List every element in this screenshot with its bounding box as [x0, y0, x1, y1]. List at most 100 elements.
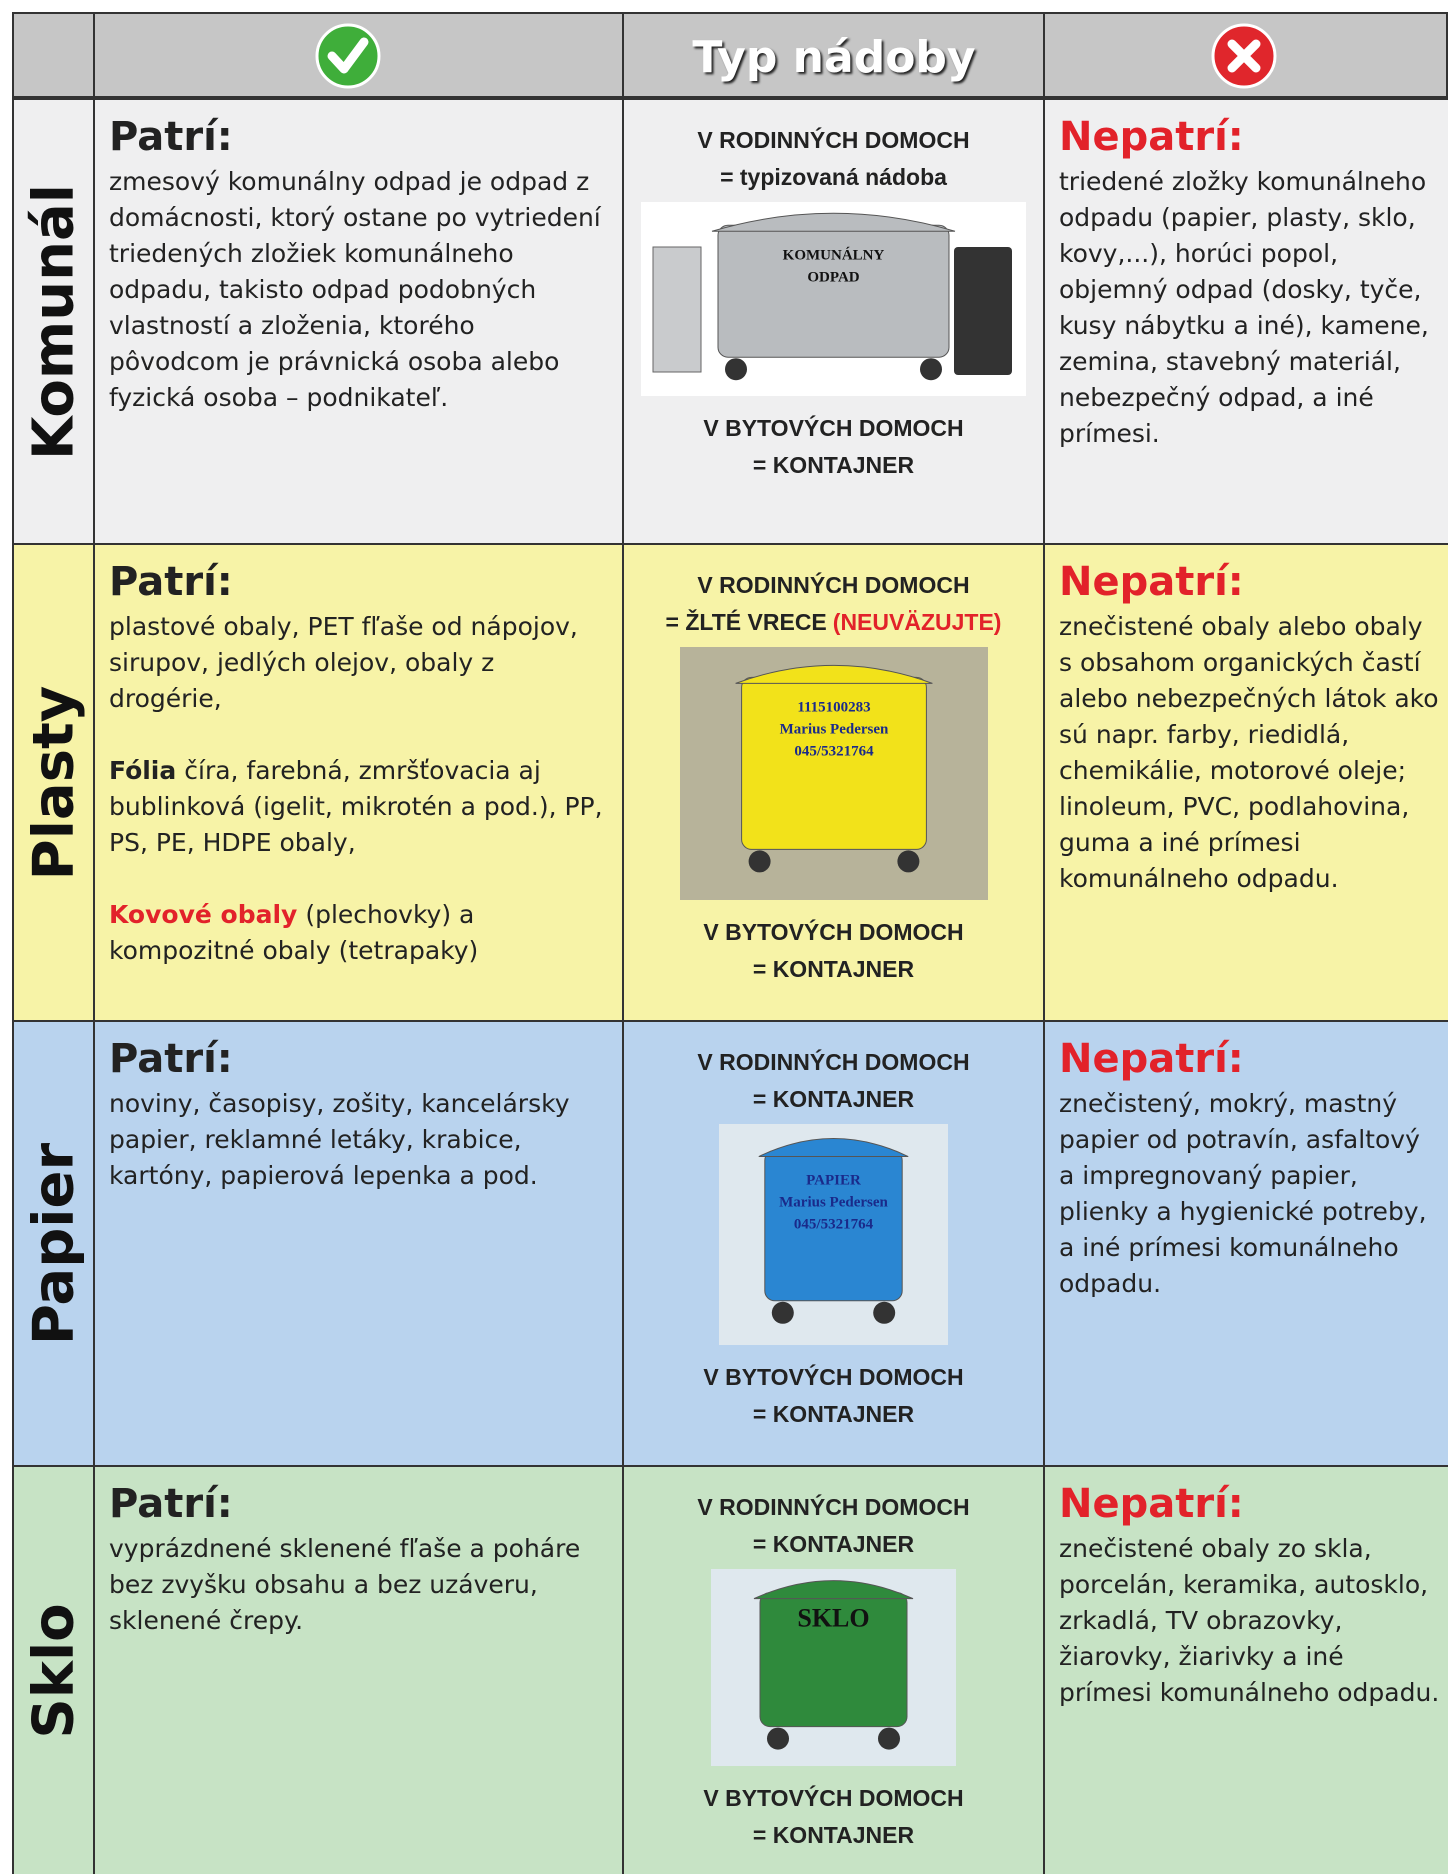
category-cell: Plasty [12, 543, 93, 1020]
bin-label: 1115100283 [797, 699, 870, 715]
wheel [920, 358, 942, 381]
category-cell: Komunál [12, 98, 93, 543]
belongs-cell: Patrí: plastové obaly, PET fľaše od nápoj… [93, 543, 622, 1020]
category-label: Papier [21, 1142, 86, 1345]
line: V BYTOVÝCH DOMOCH [624, 1780, 1043, 1817]
wheel [748, 850, 771, 873]
text-segment: (plechovky) a kompozitné obaly (tetrapak… [109, 900, 479, 965]
header-title: Typ nádoby [692, 32, 976, 83]
black-bin [954, 247, 1012, 375]
bin-label: Marius Pedersen [779, 721, 888, 737]
paragraph: plastové obaly, PET fľaše od nápojov, si… [109, 609, 608, 717]
text-segment: noviny, časopisy, zošity, kancelársky pa… [109, 1089, 570, 1190]
text-segment: V BYTOVÝCH DOMOCH [703, 919, 964, 945]
check-icon [315, 23, 381, 89]
cross-icon [1211, 23, 1277, 89]
belongs-text: zmesový komunálny odpad je odpad z domác… [109, 164, 608, 416]
container-cell: V RODINNÝCH DOMOCH = ŽLTÉ VRECE (NEUVÄZUJT… [622, 543, 1043, 1020]
belongs-title: Patrí: [109, 559, 233, 605]
container-top: V RODINNÝCH DOMOCH = ŽLTÉ VRECE (NEUVÄZUJT… [624, 567, 1043, 641]
text-segment: = KONTAJNER [752, 1401, 915, 1427]
bin-lid [711, 212, 956, 232]
text-segment: = KONTAJNER [752, 956, 915, 982]
text-segment: = ŽLTÉ VRECE [665, 609, 827, 635]
belongs-cell: Patrí: zmesový komunálny odpad je odpad z… [93, 98, 622, 543]
bin-lid [758, 1138, 909, 1158]
not-belongs-title: Nepatrí: [1059, 114, 1244, 160]
text-segment: vyprázdnené sklenené fľaše a poháre bez … [109, 1534, 581, 1635]
header: Typ nádoby [12, 12, 1448, 98]
line: = KONTAJNER [624, 1817, 1043, 1854]
text-segment: V RODINNÝCH DOMOCH [697, 127, 970, 153]
bin-label: ODPAD [807, 269, 859, 285]
line: V BYTOVÝCH DOMOCH [624, 914, 1043, 951]
wheel [725, 358, 747, 381]
text-segment: V RODINNÝCH DOMOCH [697, 1494, 970, 1520]
line: V BYTOVÝCH DOMOCH [624, 410, 1043, 447]
text-segment: čírа, farebná, zmršťovacia aj bublinková… [109, 756, 603, 857]
category-label: Plasty [21, 685, 86, 880]
category-cell: Papier [12, 1020, 93, 1465]
text-segment: = typizovaná nádoba [720, 164, 947, 190]
text-segment: V BYTOVÝCH DOMOCH [703, 415, 964, 441]
text-segment: V BYTOVÝCH DOMOCH [703, 1364, 964, 1390]
not-belongs-title: Nepatrí: [1059, 1481, 1244, 1527]
not-belongs-cell: Nepatrí: znečistené obaly alebo obaly s o… [1043, 543, 1448, 1020]
line: V RODINNÝCH DOMOCH [624, 1489, 1043, 1526]
line: V RODINNÝCH DOMOCH [624, 567, 1043, 604]
line: = KONTAJNER [624, 1526, 1043, 1563]
text-segment: plastové obaly, PET fľaše od nápojov, si… [109, 612, 578, 713]
bin-lid [753, 1580, 914, 1600]
text-segment: V RODINNÝCH DOMOCH [697, 1049, 970, 1075]
belongs-title: Patrí: [109, 1481, 233, 1527]
line: = ŽLTÉ VRECE (NEUVÄZUJTE) [624, 604, 1043, 641]
wheel [771, 1301, 794, 1324]
line: = KONTAJNER [624, 1081, 1043, 1118]
line: = KONTAJNER [624, 447, 1043, 484]
bin-label: SKLO [797, 1604, 869, 1633]
not-belongs-text: triedené zložky komunálneho odpadu (papi… [1059, 167, 1429, 448]
belongs-text: vyprázdnené sklenené fľaše a poháre bez … [109, 1531, 608, 1639]
not-belongs-text: znečistené obaly zo skla, porcelán, kera… [1059, 1534, 1440, 1707]
belongs-text: noviny, časopisy, zošity, kancelársky pa… [109, 1086, 608, 1194]
container-photo: PAPIER Marius Pedersen 045/5321764 [719, 1124, 948, 1345]
paragraph: vyprázdnené sklenené fľaše a poháre bez … [109, 1531, 608, 1639]
container-cell: V RODINNÝCH DOMOCH = typizovaná nádoba KOM… [622, 98, 1043, 543]
not-belongs-title: Nepatrí: [1059, 1036, 1244, 1082]
bin-label: 045/5321764 [794, 743, 874, 759]
bin-label: KOMUNÁLNY [783, 246, 885, 263]
line: V RODINNÝCH DOMOCH [624, 1044, 1043, 1081]
line: = typizovaná nádoba [624, 159, 1043, 196]
container-top: V RODINNÝCH DOMOCH = KONTAJNER [624, 1044, 1043, 1118]
container-bottom: V BYTOVÝCH DOMOCH = KONTAJNER [624, 1780, 1043, 1854]
belongs-text: plastové obaly, PET fľaše od nápojov, si… [109, 609, 608, 969]
not-belongs-text: znečistené obaly alebo obaly s obsahom o… [1059, 612, 1439, 893]
text-segment: = KONTAJNER [752, 452, 915, 478]
bin-label: 045/5321764 [794, 1217, 874, 1233]
container-cell: V RODINNÝCH DOMOCH = KONTAJNER PAPIER Mariu… [622, 1020, 1043, 1465]
line: = KONTAJNER [624, 1396, 1043, 1433]
not-belongs-title: Nepatrí: [1059, 559, 1244, 605]
paragraph: zmesový komunálny odpad je odpad z domác… [109, 164, 608, 416]
text-segment: Kovové obaly [109, 900, 298, 929]
container-bottom: V BYTOVÝCH DOMOCH = KONTAJNER [624, 410, 1043, 484]
bin-label: PAPIER [806, 1173, 861, 1189]
category-label: Komunál [21, 183, 86, 460]
category-cell: Sklo [12, 1465, 93, 1874]
category-label: Sklo [21, 1602, 86, 1739]
line: V BYTOVÝCH DOMOCH [624, 1359, 1043, 1396]
not-belongs-text: znečistený, mokrý, mastný papier od potr… [1059, 1089, 1427, 1298]
small-bin [652, 246, 702, 373]
container-photo: 1115100283 Marius Pedersen 045/5321764 [679, 647, 988, 900]
bin-body [717, 224, 950, 358]
not-belongs-cell: Nepatrí: znečistené obaly zo skla, porcel… [1043, 1465, 1448, 1874]
not-belongs-cell: Nepatrí: triedené zložky komunálneho odpa… [1043, 98, 1448, 543]
belongs-title: Patrí: [109, 114, 233, 160]
not-belongs-cell: Nepatrí: znečistený, mokrý, mastný papier… [1043, 1020, 1448, 1465]
container-cell: V RODINNÝCH DOMOCH = KONTAJNER SKLO V BYTOV… [622, 1465, 1043, 1874]
bin-label: Marius Pedersen [779, 1195, 888, 1211]
wheel [873, 1301, 896, 1324]
container-top: V RODINNÝCH DOMOCH = typizovaná nádoba [624, 122, 1043, 196]
wheel [878, 1727, 900, 1750]
